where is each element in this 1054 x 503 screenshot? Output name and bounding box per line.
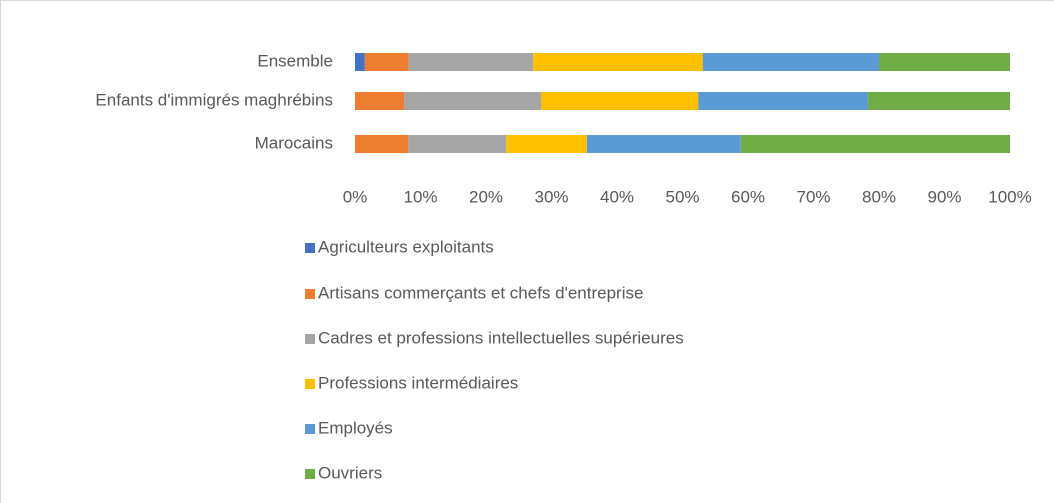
x-tick-label: 60% <box>731 187 765 206</box>
legend-label: Agriculteurs exploitants <box>318 237 494 256</box>
legend-swatch <box>305 469 315 479</box>
legend-swatch <box>305 424 315 434</box>
bar-segment <box>506 135 587 153</box>
legend-swatch <box>305 334 315 344</box>
legend-label: Ouvriers <box>318 463 382 482</box>
bar-segment <box>541 92 699 110</box>
y-tick-label: Enfants d'immigrés maghrébins <box>95 90 333 109</box>
bar-segment <box>533 53 703 71</box>
x-tick-label: 100% <box>988 187 1031 206</box>
y-tick-label: Marocains <box>255 133 333 152</box>
bar-segment <box>408 135 507 153</box>
bar-segment <box>355 53 365 71</box>
x-tick-label: 30% <box>534 187 568 206</box>
legend-swatch <box>305 379 315 389</box>
legend-label: Cadres et professions intellectuelles su… <box>318 328 684 347</box>
bar-segment <box>355 135 409 153</box>
bar-segment <box>586 135 741 153</box>
x-tick-label: 10% <box>403 187 437 206</box>
legend-swatch <box>305 289 315 299</box>
bar-segment <box>355 92 405 110</box>
bar-segment <box>702 53 879 71</box>
x-tick-label: 80% <box>862 187 896 206</box>
bar-segment <box>740 135 1010 153</box>
legend-label: Artisans commerçants et chefs d'entrepri… <box>318 283 643 302</box>
bar-segment <box>698 92 868 110</box>
legend-label: Professions intermédiaires <box>318 373 518 392</box>
bar-segment <box>364 53 409 71</box>
legend-label: Employés <box>318 418 393 437</box>
y-tick-label: Ensemble <box>257 51 333 70</box>
x-tick-label: 0% <box>343 187 368 206</box>
bar-segment <box>408 53 534 71</box>
x-tick-label: 70% <box>796 187 830 206</box>
x-tick-label: 50% <box>665 187 699 206</box>
bar-segment <box>867 92 1010 110</box>
bar-segment <box>404 92 542 110</box>
legend-swatch <box>305 243 315 253</box>
x-tick-label: 40% <box>600 187 634 206</box>
bar-segment <box>879 53 1010 71</box>
x-tick-label: 20% <box>469 187 503 206</box>
x-tick-label: 90% <box>927 187 961 206</box>
